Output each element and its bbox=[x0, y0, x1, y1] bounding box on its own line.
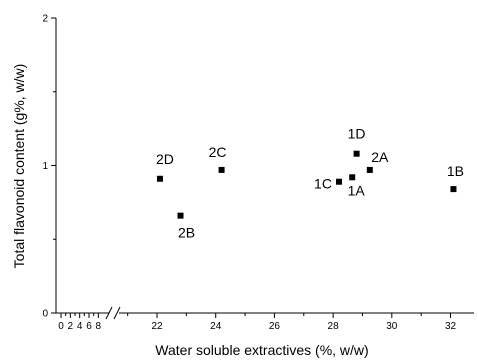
data-point-1a bbox=[349, 174, 356, 181]
axis-break-mark bbox=[113, 306, 121, 320]
y-tick-label: 0 bbox=[42, 309, 48, 320]
y-tick-label: 1 bbox=[42, 161, 48, 172]
data-point-2d bbox=[156, 175, 163, 182]
point-label-2d: 2D bbox=[156, 151, 174, 167]
data-points bbox=[156, 150, 457, 219]
x-tick-label: 30 bbox=[386, 321, 398, 332]
axis-break-mark bbox=[105, 306, 113, 320]
data-point-1d bbox=[353, 150, 360, 157]
data-point-1b bbox=[450, 186, 457, 193]
x-tick-label: 32 bbox=[445, 321, 457, 332]
data-point-2b bbox=[177, 212, 184, 219]
y-tick-label: 2 bbox=[42, 14, 48, 25]
data-point-1c bbox=[335, 178, 342, 185]
x-axis-title: Water soluble extractives (%, w/w) bbox=[155, 342, 368, 358]
x-tick-label: 22 bbox=[151, 321, 163, 332]
point-labels: 2D 2B 2C 1C 1A 1D 2A 1B bbox=[156, 126, 464, 241]
data-point-2a bbox=[366, 166, 373, 173]
x-tick-label: 24 bbox=[210, 321, 222, 332]
point-label-1d: 1D bbox=[348, 126, 366, 142]
x-tick-label: 8 bbox=[96, 321, 102, 332]
data-point-2c bbox=[218, 166, 225, 173]
axes bbox=[55, 18, 474, 320]
point-label-2b: 2B bbox=[178, 225, 195, 241]
point-label-2c: 2C bbox=[209, 144, 227, 160]
point-label-1b: 1B bbox=[447, 163, 464, 179]
x-tick-label: 4 bbox=[77, 321, 83, 332]
y-axis-title: Total flavonoid content (g%, w/w) bbox=[11, 64, 27, 269]
x-tick-label: 28 bbox=[328, 321, 340, 332]
point-label-1a: 1A bbox=[348, 182, 366, 198]
x-tick-label: 0 bbox=[58, 321, 64, 332]
point-label-1c: 1C bbox=[314, 176, 332, 192]
x-tick-label: 2 bbox=[68, 321, 74, 332]
x-tick-label: 26 bbox=[269, 321, 281, 332]
point-label-2a: 2A bbox=[371, 149, 389, 165]
x-tick-label: 6 bbox=[86, 321, 92, 332]
